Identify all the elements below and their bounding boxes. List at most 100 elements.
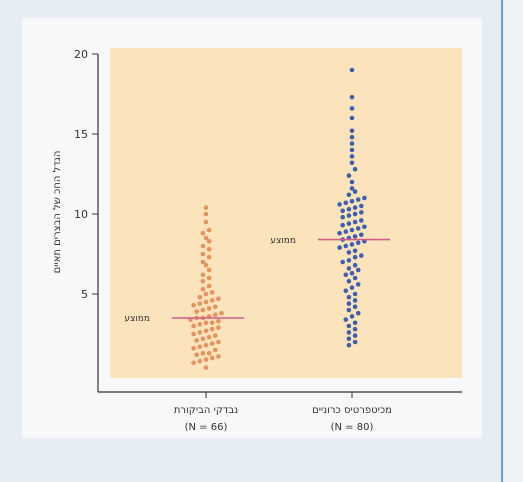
data-point — [355, 310, 361, 316]
data-point — [352, 291, 358, 297]
data-point — [197, 344, 203, 350]
data-point — [352, 211, 358, 217]
data-point — [349, 106, 355, 111]
data-point — [194, 309, 199, 314]
data-point — [216, 318, 221, 324]
data-point — [206, 350, 212, 356]
data-point — [216, 339, 221, 345]
data-point — [343, 200, 349, 206]
data-point — [191, 360, 196, 366]
data-point — [206, 246, 212, 252]
data-point — [355, 226, 361, 231]
data-point — [200, 336, 206, 342]
data-point — [191, 346, 196, 351]
data-point — [194, 338, 199, 343]
data-point — [349, 141, 355, 146]
right-margin — [503, 0, 523, 482]
data-point — [352, 304, 358, 310]
data-point — [206, 283, 212, 289]
data-point — [343, 288, 349, 294]
data-point — [352, 248, 358, 254]
data-point — [352, 254, 358, 260]
y-tick-label: 5 — [81, 288, 88, 301]
data-point — [200, 272, 206, 278]
data-point — [349, 242, 355, 247]
data-point — [337, 245, 342, 250]
data-point — [200, 286, 206, 292]
data-point — [206, 275, 212, 281]
data-point — [343, 229, 349, 234]
y-axis-label: הגדל החכ של הבצרים תאיים — [52, 151, 63, 274]
data-point — [191, 323, 196, 329]
median-label-patients: ממוצע — [270, 236, 296, 246]
data-point — [340, 222, 346, 228]
data-point — [349, 186, 355, 191]
data-point — [349, 160, 355, 166]
data-point — [343, 243, 349, 249]
data-point — [349, 285, 355, 290]
data-point — [349, 94, 355, 100]
data-point — [355, 197, 361, 202]
data-point — [203, 235, 209, 241]
data-point — [206, 254, 212, 260]
data-point — [352, 189, 358, 194]
data-point — [346, 330, 352, 335]
data-point — [346, 221, 352, 226]
data-point — [200, 243, 206, 249]
data-point — [209, 326, 215, 332]
category-label-control: נבדקי הביקורת — [174, 405, 238, 416]
data-point — [355, 267, 361, 273]
data-point — [352, 205, 358, 210]
data-point — [203, 205, 209, 210]
data-point — [349, 147, 355, 153]
data-point — [352, 326, 358, 332]
data-point — [346, 173, 352, 178]
data-point — [349, 115, 355, 121]
data-point — [355, 240, 361, 246]
data-point — [216, 325, 221, 330]
data-point — [352, 339, 358, 345]
data-point — [346, 294, 352, 300]
data-point — [206, 238, 212, 244]
data-point — [203, 262, 209, 268]
category-n-patients: (N = 80) — [331, 422, 374, 433]
panel-divider — [501, 0, 503, 482]
y-tick-label: 10 — [74, 208, 88, 221]
data-point — [197, 301, 203, 306]
chart-marks — [172, 67, 390, 370]
data-point — [337, 202, 342, 207]
data-point — [209, 355, 215, 361]
data-point — [346, 258, 352, 263]
data-point — [197, 358, 203, 364]
data-point — [359, 232, 364, 238]
data-point — [200, 251, 206, 257]
data-point — [349, 198, 355, 204]
data-point — [203, 219, 209, 225]
data-point — [352, 219, 358, 225]
y-tick-label: 20 — [74, 48, 88, 61]
data-point — [349, 128, 355, 134]
data-point — [349, 270, 355, 276]
y-tick-label: 15 — [74, 128, 88, 141]
data-point — [359, 218, 364, 223]
data-point — [346, 213, 352, 218]
data-point — [352, 333, 358, 338]
data-point — [352, 166, 358, 172]
data-point — [349, 227, 355, 233]
data-point — [362, 224, 367, 230]
y-ticks: 5 10 15 20 — [74, 48, 98, 301]
data-point — [191, 331, 196, 337]
data-point — [209, 341, 215, 346]
plot-area — [110, 48, 462, 378]
data-point — [203, 357, 209, 362]
data-point — [203, 299, 209, 305]
data-point — [343, 317, 349, 322]
data-point — [206, 267, 212, 273]
data-point — [352, 262, 358, 268]
data-point — [349, 67, 355, 73]
data-point — [203, 365, 209, 370]
data-point — [346, 342, 352, 348]
data-point — [352, 275, 358, 281]
data-point — [206, 334, 212, 340]
data-point — [206, 306, 212, 311]
